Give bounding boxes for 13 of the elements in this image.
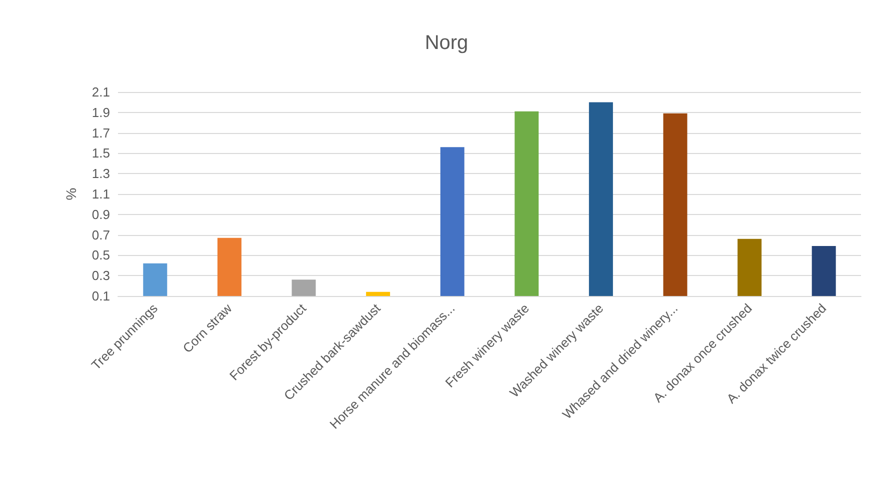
y-tick-label: 0.1 xyxy=(92,288,110,304)
y-tick-label: 0.3 xyxy=(92,268,110,284)
y-tick-label: 0.5 xyxy=(92,248,110,263)
chart-title: Norg xyxy=(424,32,468,54)
y-tick-label: 2.1 xyxy=(92,84,110,100)
y-axis-title: % xyxy=(63,188,79,200)
y-tick-label: 1.5 xyxy=(92,146,110,161)
y-tick-label: 1.9 xyxy=(92,104,110,120)
y-tick-label: 1.7 xyxy=(92,125,110,140)
y-tick-label: 0.7 xyxy=(92,227,110,242)
y-tick-label: 1.3 xyxy=(92,166,110,182)
y-tick-label: 1.1 xyxy=(92,186,110,202)
y-tick-label: 0.9 xyxy=(92,206,110,222)
